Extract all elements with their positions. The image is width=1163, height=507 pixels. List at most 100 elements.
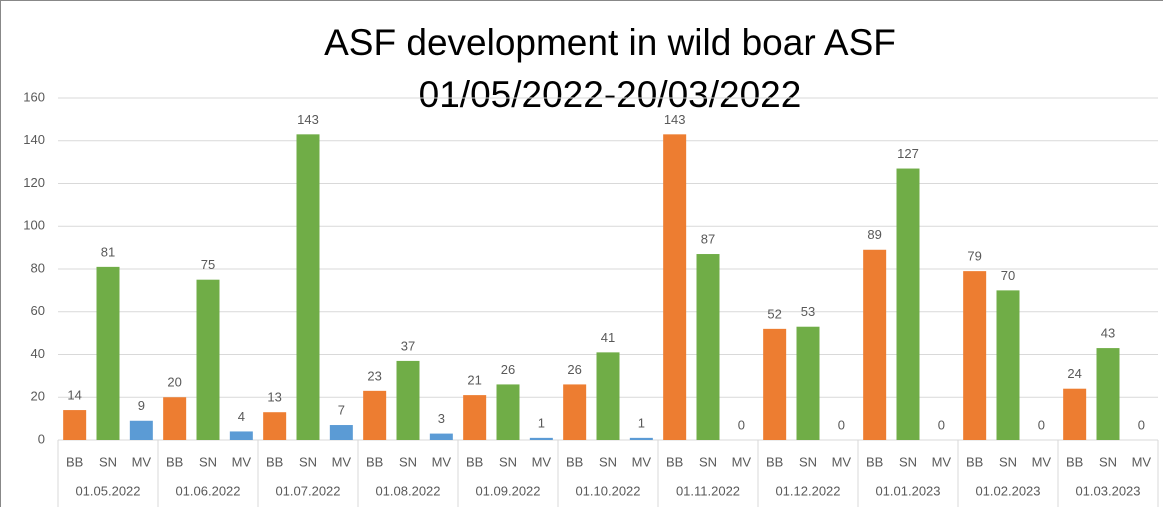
x-tick-label: MV xyxy=(932,454,952,469)
data-label: 43 xyxy=(1101,326,1115,341)
data-label: 79 xyxy=(967,249,981,264)
data-label: 0 xyxy=(838,417,845,432)
data-label: 4 xyxy=(238,409,245,424)
data-label: 89 xyxy=(867,227,881,242)
data-label: 41 xyxy=(601,330,615,345)
x-tick-label: SN xyxy=(299,454,317,469)
data-label: 143 xyxy=(297,112,319,127)
x-tick-label: MV xyxy=(832,454,852,469)
x-group-label: 01.01.2023 xyxy=(875,483,940,498)
data-label: 127 xyxy=(897,146,919,161)
bar xyxy=(463,395,487,440)
x-tick-label: SN xyxy=(599,454,617,469)
x-tick-label: MV xyxy=(132,454,152,469)
x-tick-label: BB xyxy=(366,454,383,469)
x-group-label: 01.02.2023 xyxy=(975,483,1040,498)
chart-subtitle: 01/05/2022-20/03/2022 xyxy=(419,74,802,115)
data-label: 0 xyxy=(738,417,745,432)
x-group-label: 01.12.2022 xyxy=(775,483,840,498)
x-group-label: 01.07.2022 xyxy=(275,483,340,498)
data-label: 37 xyxy=(401,338,415,353)
x-tick-label: BB xyxy=(466,454,483,469)
data-label: 143 xyxy=(664,112,686,127)
bar xyxy=(329,425,353,440)
data-label: 24 xyxy=(1067,366,1081,381)
bar xyxy=(696,254,720,440)
x-tick-label: SN xyxy=(499,454,517,469)
data-label: 14 xyxy=(67,388,81,403)
bar xyxy=(429,433,453,440)
bar xyxy=(596,352,620,440)
data-label: 26 xyxy=(567,362,581,377)
x-group-label: 01.03.2023 xyxy=(1075,483,1140,498)
bar xyxy=(763,328,787,440)
data-label: 9 xyxy=(138,398,145,413)
bar xyxy=(129,420,153,440)
bar xyxy=(863,249,887,440)
x-tick-label: MV xyxy=(732,454,752,469)
bar xyxy=(1096,348,1120,440)
y-tick-label: 80 xyxy=(31,260,45,275)
data-label: 21 xyxy=(467,373,481,388)
x-tick-label: MV xyxy=(632,454,652,469)
x-tick-label: BB xyxy=(866,454,883,469)
bar xyxy=(229,431,253,440)
x-tick-label: BB xyxy=(1066,454,1083,469)
x-tick-label: MV xyxy=(232,454,252,469)
y-tick-label: 60 xyxy=(31,303,45,318)
x-tick-label: SN xyxy=(899,454,917,469)
x-group-label: 01.06.2022 xyxy=(175,483,240,498)
bar xyxy=(529,437,553,440)
bar xyxy=(963,271,987,440)
x-tick-label: BB xyxy=(66,454,83,469)
x-tick-label: SN xyxy=(399,454,417,469)
x-tick-label: MV xyxy=(532,454,552,469)
x-tick-label: BB xyxy=(566,454,583,469)
data-label: 0 xyxy=(1138,417,1145,432)
data-label: 13 xyxy=(267,390,281,405)
data-label: 3 xyxy=(438,411,445,426)
bar xyxy=(496,384,520,440)
x-tick-label: MV xyxy=(432,454,452,469)
y-tick-label: 20 xyxy=(31,389,45,404)
data-label: 52 xyxy=(767,306,781,321)
data-label: 81 xyxy=(101,244,115,259)
bar xyxy=(63,410,87,440)
x-group-label: 01.11.2022 xyxy=(676,483,740,498)
x-tick-label: SN xyxy=(799,454,817,469)
y-tick-label: 140 xyxy=(23,132,45,147)
data-label: 1 xyxy=(538,415,545,430)
bar xyxy=(263,412,287,440)
data-label: 75 xyxy=(201,257,215,272)
bar xyxy=(629,437,653,440)
data-label: 0 xyxy=(938,417,945,432)
x-tick-label: MV xyxy=(1032,454,1052,469)
bar xyxy=(896,168,920,440)
x-tick-label: BB xyxy=(966,454,983,469)
bar xyxy=(563,384,587,440)
x-group-label: 01.09.2022 xyxy=(475,483,540,498)
data-label: 70 xyxy=(1001,268,1015,283)
y-tick-label: 120 xyxy=(23,175,45,190)
x-group-label: 01.08.2022 xyxy=(375,483,440,498)
data-label: 20 xyxy=(167,375,181,390)
x-tick-label: BB xyxy=(666,454,683,469)
bar xyxy=(96,266,120,440)
x-tick-label: SN xyxy=(1099,454,1117,469)
y-tick-label: 100 xyxy=(23,218,45,233)
data-label: 0 xyxy=(1038,417,1045,432)
x-tick-label: BB xyxy=(166,454,183,469)
x-tick-label: SN xyxy=(99,454,117,469)
data-label: 1 xyxy=(638,415,645,430)
y-tick-label: 0 xyxy=(38,431,45,446)
y-tick-label: 40 xyxy=(31,346,45,361)
bar xyxy=(396,360,420,440)
chart-title: ASF development in wild boar ASF xyxy=(324,22,896,63)
data-label: 26 xyxy=(501,362,515,377)
bar xyxy=(996,290,1020,440)
bar xyxy=(196,279,220,440)
x-tick-label: MV xyxy=(1132,454,1152,469)
x-group-label: 01.05.2022 xyxy=(75,483,140,498)
